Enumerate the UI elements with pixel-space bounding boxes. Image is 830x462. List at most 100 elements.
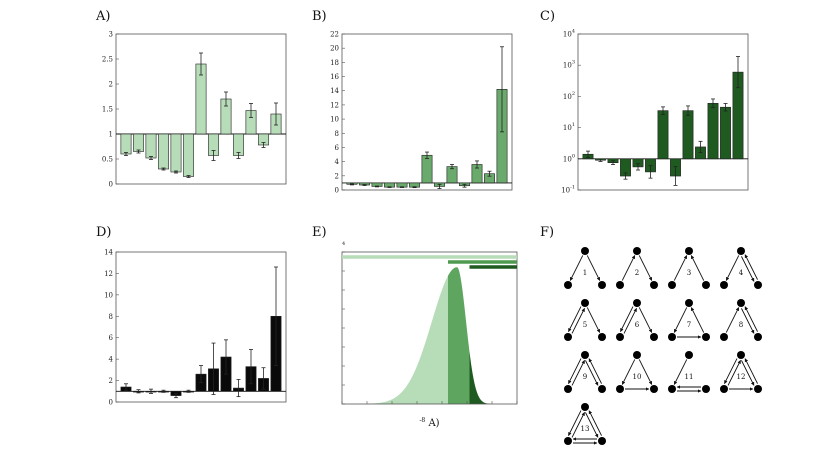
motif-edge bbox=[725, 307, 740, 333]
y-tick-label: 3 bbox=[109, 31, 113, 39]
motif-node bbox=[616, 281, 624, 289]
bar-chart-top66: 0 2 4 6 8 10 12 14 16 18 20 22 bbox=[330, 31, 513, 195]
motif-edge bbox=[741, 256, 755, 282]
motif-edge bbox=[690, 307, 705, 333]
motif-edge bbox=[620, 306, 634, 332]
y-tick-label: 0 bbox=[335, 187, 339, 195]
motif-node bbox=[598, 281, 606, 289]
motif-edge bbox=[621, 255, 636, 281]
motif-edge bbox=[571, 308, 585, 334]
y-tick-exponent: 0 bbox=[572, 153, 575, 159]
motif-3: 3 bbox=[668, 247, 710, 289]
motif-number: 5 bbox=[583, 321, 587, 329]
y-tick-label: 0.5 bbox=[102, 156, 113, 164]
panel-letter-f: F) bbox=[540, 225, 554, 240]
motif-2: 2 bbox=[616, 247, 658, 289]
y-tick-label: 10 bbox=[330, 116, 339, 124]
y-tick-label: 2.5 bbox=[102, 56, 113, 64]
motif-node bbox=[754, 385, 762, 393]
distribution-area-all bbox=[342, 275, 448, 404]
motif-node bbox=[702, 281, 710, 289]
motif-edge bbox=[588, 358, 602, 384]
panel-letter-a: A) bbox=[95, 9, 110, 24]
motif-number: 2 bbox=[635, 269, 639, 277]
plot-frame bbox=[341, 33, 513, 191]
y-tick-exponent: 3 bbox=[572, 60, 575, 66]
motif-4: 4 bbox=[720, 247, 762, 289]
y-tick-label: 14 bbox=[330, 87, 339, 95]
motif-edge bbox=[568, 410, 582, 436]
y-tick-label: 8 bbox=[335, 130, 339, 138]
y-tick-label: 102 bbox=[563, 91, 575, 101]
y-tick-label: 10-1 bbox=[561, 185, 575, 195]
y-tick-label: 20 bbox=[330, 45, 339, 53]
motif-edge bbox=[568, 306, 582, 332]
motif-node bbox=[616, 333, 624, 341]
motif-edge bbox=[638, 255, 653, 281]
y-tick-label: 8 bbox=[109, 313, 113, 321]
motif-edge bbox=[571, 412, 585, 438]
y-tick-label: 0 bbox=[109, 181, 113, 189]
plot-frame bbox=[115, 251, 287, 403]
bar bbox=[133, 133, 144, 152]
motif-node bbox=[616, 385, 624, 393]
motif-node bbox=[737, 299, 745, 307]
y-multiplier-label: 4 bbox=[342, 241, 345, 247]
motif-8: 8 bbox=[720, 299, 762, 341]
motif-edge bbox=[741, 360, 755, 386]
motif-node bbox=[650, 333, 658, 341]
y-tick-exponent: 2 bbox=[572, 91, 575, 97]
motif-node bbox=[598, 385, 606, 393]
motif-node bbox=[702, 333, 710, 341]
motif-number: 12 bbox=[737, 373, 746, 381]
motif-edge bbox=[569, 255, 584, 281]
x-axis-label-exponent: -8 bbox=[419, 417, 425, 424]
motif-edge bbox=[588, 410, 602, 436]
y-tick-label: 103 bbox=[563, 60, 575, 70]
motif-node bbox=[685, 247, 693, 255]
motif-number: 7 bbox=[687, 321, 691, 329]
motif-edge bbox=[638, 307, 653, 333]
motif-edge bbox=[724, 358, 738, 384]
y-tick-label: 16 bbox=[330, 73, 339, 81]
motif-13: 13 bbox=[564, 403, 606, 445]
motif-6: 6 bbox=[616, 299, 658, 341]
motif-node bbox=[581, 247, 589, 255]
motif-number: 10 bbox=[633, 373, 642, 381]
distribution-chart: 4 -8 A) bbox=[341, 241, 518, 429]
motif-edge bbox=[741, 308, 755, 334]
motif-node bbox=[754, 333, 762, 341]
panel-letter-e: E) bbox=[312, 225, 327, 240]
motif-5: 5 bbox=[564, 299, 606, 341]
motif-edge bbox=[586, 307, 601, 333]
y-tick-exponent: -1 bbox=[570, 185, 575, 191]
motif-edge bbox=[744, 254, 758, 280]
y-tick-label: 22 bbox=[330, 31, 339, 39]
y-tick-label: 101 bbox=[563, 122, 575, 132]
panel-letter-b: B) bbox=[312, 9, 327, 24]
motif-node bbox=[737, 247, 745, 255]
x-axis-label-tail: A) bbox=[425, 418, 439, 429]
y-tick-label: 2 bbox=[109, 81, 113, 89]
motif-7: 7 bbox=[668, 299, 710, 341]
y-tick-label: 6 bbox=[335, 144, 340, 152]
distribution-area-top66 bbox=[448, 267, 470, 404]
y-tick-label: 18 bbox=[330, 59, 339, 67]
y-tick-label: 0 bbox=[109, 399, 113, 407]
motif-edge bbox=[744, 358, 758, 384]
motif-edge bbox=[673, 255, 688, 281]
motif-node bbox=[685, 351, 693, 359]
motif-node bbox=[564, 437, 572, 445]
motif-node bbox=[564, 385, 572, 393]
motif-edge bbox=[568, 358, 582, 384]
motif-edge bbox=[621, 359, 636, 385]
motif-node bbox=[737, 351, 745, 359]
motif-edge bbox=[690, 255, 705, 281]
bar bbox=[120, 133, 132, 155]
x-axis-label: -8 A) bbox=[419, 417, 439, 429]
motif-11: 11 bbox=[668, 351, 710, 393]
motif-node bbox=[564, 333, 572, 341]
motif-node bbox=[668, 333, 676, 341]
bar bbox=[657, 110, 669, 160]
